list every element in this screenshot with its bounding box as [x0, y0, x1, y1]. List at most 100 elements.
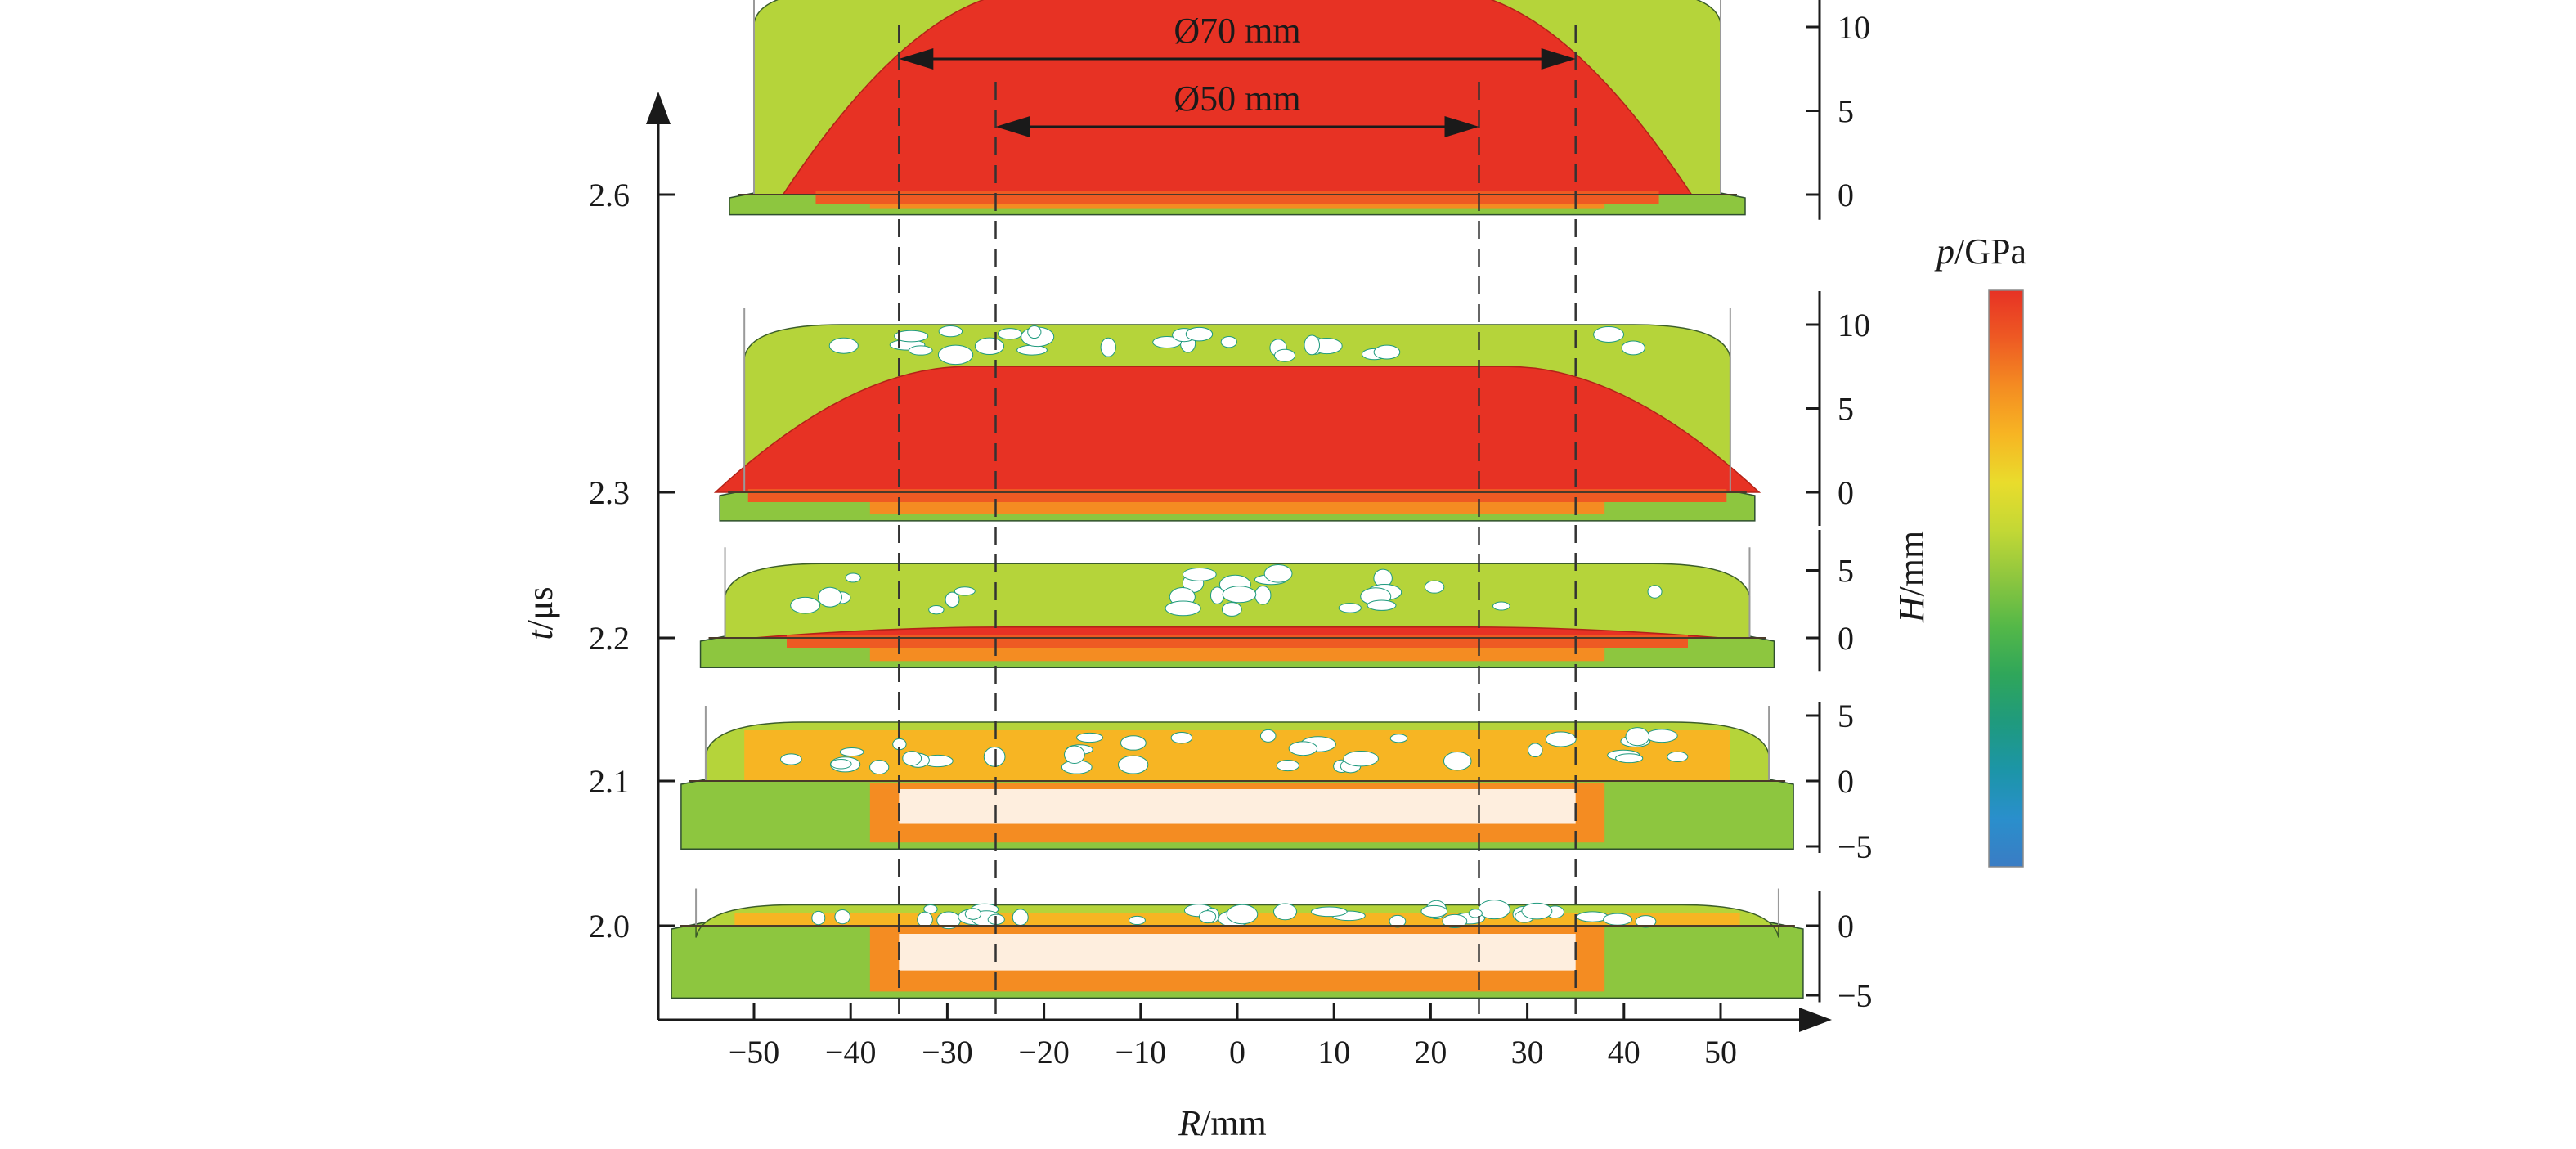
foam-void — [1152, 336, 1182, 348]
t-tick-label: 2.1 — [589, 763, 630, 800]
x-tick-label: −10 — [1115, 1034, 1167, 1070]
foam-void — [828, 337, 859, 354]
foam-void — [928, 605, 945, 615]
foam-void — [1645, 729, 1678, 743]
x-ticks: −50 −40 −30 −20 −10 0 10 20 30 40 50 — [729, 1003, 1737, 1070]
foam-void — [1442, 913, 1468, 929]
x-tick-label: −40 — [825, 1034, 877, 1070]
t-tick-label: 2.6 — [589, 177, 630, 213]
foam-void — [938, 325, 963, 338]
t-axis: 2.0 2.1 2.2 2.3 2.6 t/μs — [520, 92, 675, 1020]
foam-body — [744, 730, 1730, 781]
foam-void — [1420, 904, 1448, 918]
foam-void — [1545, 731, 1577, 747]
foam-void — [1389, 734, 1408, 743]
foam-void — [780, 753, 802, 765]
snapshots-layer — [671, 0, 1804, 999]
x-tick-label: −30 — [922, 1034, 973, 1070]
foam-void — [937, 344, 974, 366]
foam-void — [945, 591, 960, 608]
foam-void — [1468, 909, 1483, 918]
foam-void — [1273, 348, 1296, 362]
h-axis-2-0: −5 0 — [1806, 891, 1873, 1014]
foam-void — [1276, 760, 1299, 772]
foam-void — [790, 596, 820, 614]
foam-void — [817, 586, 842, 608]
foam-void — [1016, 344, 1048, 356]
foam-void — [1272, 903, 1298, 921]
snapshot-2-0 — [671, 888, 1804, 999]
foam-void — [1221, 602, 1242, 617]
x-tick-label: 50 — [1704, 1034, 1737, 1070]
foam-void — [1120, 735, 1147, 751]
t-tick-label: 2.3 — [589, 474, 630, 511]
foam-void — [1338, 603, 1362, 613]
foam-void — [1424, 580, 1445, 594]
foam-void — [1012, 909, 1029, 927]
h-axis-2-3: 0 5 10 — [1806, 291, 1870, 526]
dimension-arrow-right — [1444, 116, 1479, 137]
foam-void — [1443, 751, 1472, 771]
foam-void — [1478, 900, 1510, 920]
foam-void — [1304, 334, 1320, 356]
h-axis-title: H/mm — [1892, 531, 1932, 623]
dimension-arrow-right — [1541, 48, 1576, 70]
h-tick-label: 10 — [1838, 307, 1870, 343]
h-tick-label: 0 — [1838, 474, 1854, 511]
colorbar-title: p/GPa — [1934, 231, 2026, 272]
snapshot-2-1 — [680, 706, 1794, 850]
foam-void — [1667, 751, 1689, 762]
t-axis-arrow — [646, 92, 671, 124]
snapshot-2-2 — [699, 547, 1775, 669]
foam-void — [1100, 337, 1116, 357]
foam-void — [1117, 755, 1149, 774]
core-base-band — [787, 635, 1688, 648]
foam-void — [845, 572, 861, 583]
foam-void — [1222, 586, 1257, 604]
x-tick-label: 20 — [1414, 1034, 1447, 1070]
compressed-core — [782, 0, 1693, 195]
snapshot-2-3 — [713, 308, 1761, 522]
foam-void — [1635, 915, 1657, 928]
t-tick-label: 2.0 — [589, 908, 630, 945]
foam-void — [834, 909, 850, 925]
foam-void — [1254, 586, 1272, 605]
colorbar-scale — [1988, 289, 2024, 868]
foam-void — [1220, 335, 1237, 348]
compressed-core — [713, 366, 1761, 493]
foam-void — [1625, 727, 1650, 747]
foam-void — [1263, 564, 1293, 583]
foam-void — [1603, 913, 1632, 926]
foam-void — [923, 904, 938, 914]
foam-void — [983, 747, 1006, 767]
foam-void — [811, 910, 826, 926]
foam-void — [1310, 906, 1348, 918]
x-tick-label: −20 — [1018, 1034, 1070, 1070]
dimension-label: Ø70 mm — [1174, 11, 1300, 51]
void-gap — [899, 789, 1576, 824]
foam-void — [1165, 600, 1201, 617]
t-tick-label: 2.2 — [589, 620, 630, 657]
foam-void — [1373, 344, 1401, 360]
h-tick-label: 5 — [1838, 93, 1854, 130]
foam-void — [1199, 910, 1217, 924]
core-base-band — [815, 191, 1659, 204]
reference-dashed-lines — [898, 25, 1577, 1014]
foam-void — [1064, 745, 1085, 764]
foam-void — [1182, 568, 1217, 581]
foam-void — [1259, 729, 1277, 743]
h-tick-label: 5 — [1838, 698, 1854, 734]
foam-void — [1615, 753, 1644, 764]
foam-void — [1593, 325, 1625, 343]
foam-void — [894, 330, 929, 343]
foam-void — [1647, 585, 1663, 599]
dimension-label: Ø50 mm — [1174, 79, 1300, 119]
h-tick-label: 0 — [1838, 177, 1854, 213]
h-axis-2-1: −5 0 5 — [1806, 698, 1873, 865]
x-axis: −50 −40 −30 −20 −10 0 10 20 30 40 50 R/mm — [658, 1003, 1832, 1143]
foam-void — [1343, 751, 1379, 767]
x-tick-label: 40 — [1608, 1034, 1640, 1070]
t-ticks: 2.0 2.1 2.2 2.3 2.6 — [589, 177, 675, 945]
